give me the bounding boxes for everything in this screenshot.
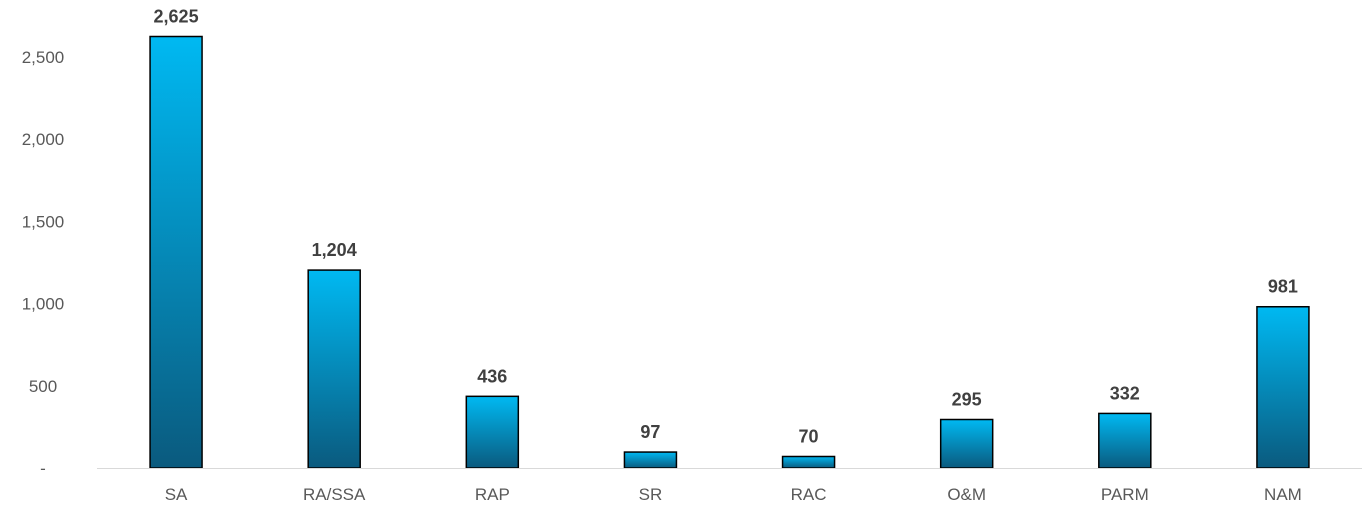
data-label: 295 [952,390,982,410]
y-tick-label: 1,000 [22,295,65,314]
bar [307,269,361,469]
y-tick-label: 2,000 [22,130,65,149]
data-label: 70 [799,426,819,446]
x-tick-label: NAM [1264,485,1302,504]
y-tick-label: 500 [29,377,57,396]
x-tick-label: RAC [791,485,827,504]
data-label: 436 [477,366,507,386]
y-tick-label: 1,500 [22,212,65,231]
y-tick-label: - [40,459,46,478]
bar [465,395,520,469]
data-label: 97 [640,422,660,442]
data-labels: 2,625 1,204 436 97 70 295 332 981 [154,7,1298,447]
y-tick-label: 2,500 [22,48,65,67]
bars [149,35,1310,469]
x-tick-label: RA/SSA [303,485,366,504]
x-tick-label: PARM [1101,485,1149,504]
data-label: 2,625 [154,7,199,27]
data-label: 332 [1110,383,1140,403]
bar [781,455,836,469]
bar [1098,412,1152,469]
x-tick-label: RAP [475,485,510,504]
y-axis: - 500 1,000 1,500 2,000 2,500 [22,48,65,478]
bar [149,35,203,469]
bar [1256,305,1310,469]
bar [623,451,678,469]
x-axis: SA RA/SSA RAP SR RAC O&M PARM NAM [165,485,1302,504]
x-tick-label: SR [639,485,663,504]
x-tick-label: O&M [947,485,986,504]
data-label: 981 [1268,277,1298,297]
data-label: 1,204 [312,240,357,260]
bar [939,418,994,469]
x-tick-label: SA [165,485,188,504]
